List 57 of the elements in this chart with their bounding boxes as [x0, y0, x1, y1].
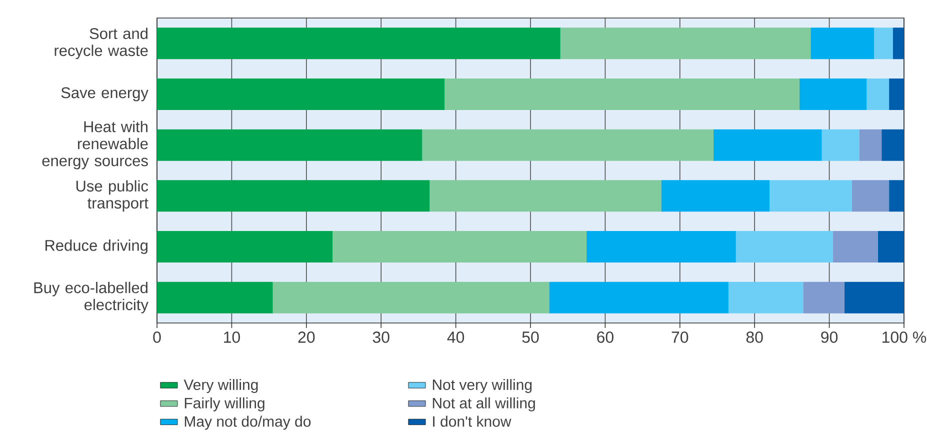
x-tick-label: 70 [672, 332, 688, 343]
bar [444, 78, 800, 110]
bar [799, 78, 867, 110]
bar [736, 230, 834, 262]
bar [714, 129, 822, 161]
y-tick-label: Buy eco-labelled electricity [34, 282, 148, 314]
bar [430, 180, 662, 212]
bar [844, 282, 904, 314]
bar [770, 180, 852, 212]
bar [852, 180, 890, 212]
bar [157, 230, 333, 262]
bar [892, 28, 904, 60]
bar [833, 230, 878, 262]
bar [878, 230, 904, 262]
legend-label: May not do/may do [184, 416, 311, 430]
legend-label: I don't know [433, 416, 512, 427]
bar [586, 230, 736, 262]
y-tick-label: Heat with renewable energy sources [42, 120, 148, 170]
bar [332, 230, 587, 262]
x-tick-label: 100 % [882, 332, 926, 343]
bar [874, 28, 893, 60]
y-tick-label: Use public transport [76, 180, 148, 212]
x-tick-label: 50 [522, 332, 539, 343]
bar [549, 282, 728, 314]
bar [157, 78, 445, 110]
x-tick-label: 90 [821, 332, 838, 343]
bar [859, 129, 882, 161]
x-tick-label: 10 [224, 332, 240, 343]
y-tick-label: Sort and recycle waste [54, 28, 148, 60]
x-tick-label: 60 [597, 332, 614, 343]
bar [157, 28, 560, 60]
bar [822, 129, 860, 161]
bar [866, 78, 890, 110]
x-tick-label: 20 [298, 332, 315, 343]
y-tick-label: Save energy [61, 87, 148, 102]
legend-label: Not very willing [432, 379, 532, 394]
legend-label: Not at all willing [432, 397, 535, 412]
bar [882, 129, 904, 161]
bar [422, 129, 714, 161]
bar [810, 28, 874, 60]
x-tick-label: 30 [372, 332, 390, 343]
bar [889, 180, 904, 212]
legend-label: Very willing [184, 379, 258, 394]
bar [560, 28, 811, 60]
bar [803, 282, 844, 314]
bar [889, 78, 904, 110]
bar [661, 180, 770, 212]
legend-label: Fairly willing [184, 397, 264, 412]
bar [157, 129, 422, 161]
x-tick-label: 40 [447, 332, 464, 343]
x-tick-label: 80 [746, 332, 763, 343]
bar [272, 282, 550, 314]
bar [728, 282, 804, 314]
x-tick-label: 0 [153, 332, 161, 343]
bar [157, 180, 430, 212]
bar [157, 282, 273, 314]
y-tick-label: Reduce driving [45, 240, 148, 254]
